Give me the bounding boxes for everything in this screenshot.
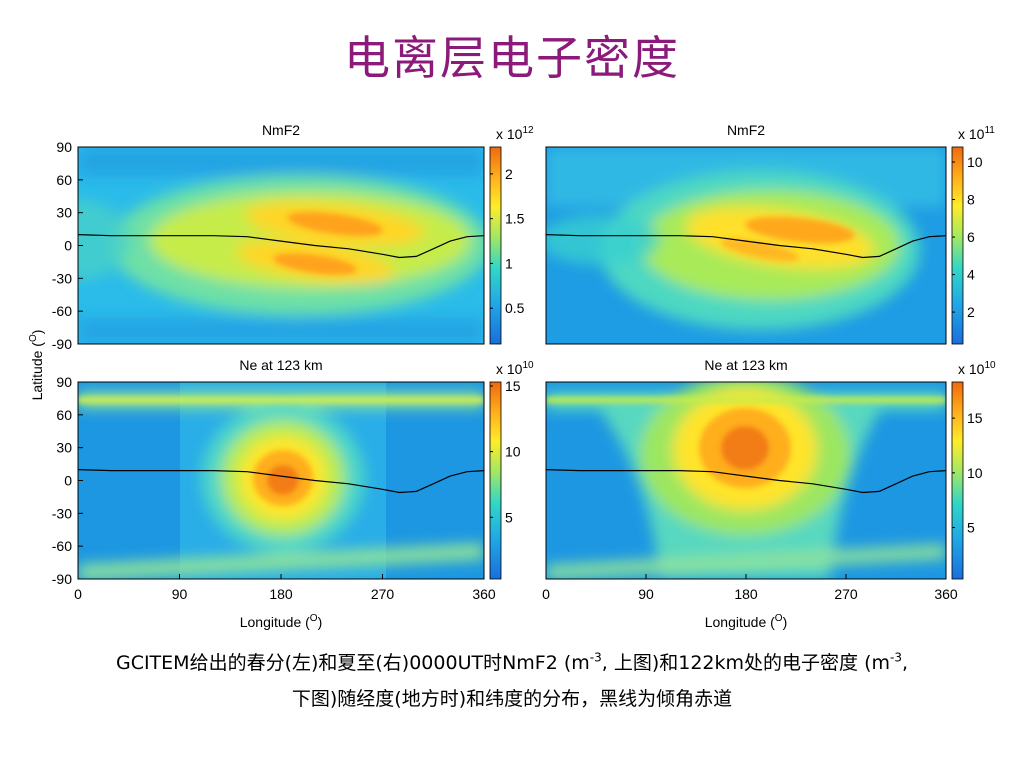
colorbar-exponent: x 1012 xyxy=(496,125,534,142)
dip-equator-line xyxy=(78,234,484,259)
colorbar-tick-label: 8 xyxy=(967,192,975,208)
x-tick-label: 180 xyxy=(269,586,293,602)
colorbar-tick-label: 1.5 xyxy=(505,211,525,227)
colorbar-tick-label: 1 xyxy=(505,255,513,271)
caption-line-2: 下图)随经度(地方时)和纬度的分布，黑线为倾角赤道 xyxy=(291,688,733,710)
colorbar-ticks: 5 10 15 xyxy=(490,378,521,525)
x-axis-label: Longitude (O) xyxy=(705,613,788,630)
x-tick-label: 0 xyxy=(74,586,82,602)
x-tick-label: 90 xyxy=(638,586,654,602)
x-tick-label: 270 xyxy=(371,586,395,602)
y-tick-labels: 90 60 30 0 -30 -60 -90 xyxy=(52,374,83,587)
y-tick-label: -60 xyxy=(52,303,72,319)
caption-line-1: GCITEM给出的春分(左)和夏至(右)0000UT时NmF2 (m-3, 上图… xyxy=(115,650,909,674)
x-tick-label: 270 xyxy=(834,586,858,602)
colorbar-tick-label: 2 xyxy=(505,166,513,182)
y-tick-label: 30 xyxy=(56,440,72,456)
slide-title: 电离层电子密度 xyxy=(344,31,680,85)
y-tick-label: 0 xyxy=(64,238,72,254)
y-axis-label: Latitude (O) xyxy=(28,330,45,401)
colorbar-tick-label: 10 xyxy=(967,465,983,481)
colorbar-tick-label: 4 xyxy=(967,267,975,283)
dip-equator-line xyxy=(546,469,946,494)
colorbar-tick-label: 6 xyxy=(967,229,975,245)
y-tick-label: -30 xyxy=(52,270,72,286)
colorbar-tick-label: 5 xyxy=(967,520,975,536)
y-tick-label: -30 xyxy=(52,505,72,521)
colorbar xyxy=(951,381,964,580)
colorbar-tick-label: 5 xyxy=(505,509,513,525)
colorbar-exponent: x 1011 xyxy=(958,125,995,142)
y-tick-label: 60 xyxy=(56,407,72,423)
x-tick-labels: 0 90 180 270 360 xyxy=(542,574,958,602)
colorbar-ticks: 0.5 1 1.5 2 xyxy=(490,166,525,316)
y-tick-label: 0 xyxy=(64,473,72,489)
dip-equator-line xyxy=(546,234,946,259)
y-tick-label: -90 xyxy=(52,571,72,587)
x-tick-labels: 0 90 180 270 360 xyxy=(74,574,496,602)
panel-title: Ne at 123 km xyxy=(704,357,787,373)
y-tick-label: 60 xyxy=(56,172,72,188)
colorbar xyxy=(489,146,502,345)
y-tick-label: -60 xyxy=(52,538,72,554)
colorbar-tick-label: 15 xyxy=(505,378,521,394)
panel-title: Ne at 123 km xyxy=(239,357,322,373)
panel-bottom-left: Ne at 123 km 90 60 30 0 -30 -60 -90 0 90 180 270 3… xyxy=(52,357,534,630)
panel-bottom-right: Ne at 123 km 0 90 180 270 360 5 10 15 x 1010 L… xyxy=(542,357,996,630)
plot-frame xyxy=(545,146,947,345)
y-tick-label: 30 xyxy=(56,205,72,221)
colorbar-tick-label: 0.5 xyxy=(505,300,525,316)
colorbar-tick-label: 10 xyxy=(505,444,521,460)
panel-top-left: NmF2 90 60 30 0 -30 -60 -90 0.5 1 1.5 2 x 1012 xyxy=(52,122,534,352)
y-tick-label: -90 xyxy=(52,336,72,352)
x-tick-label: 180 xyxy=(734,586,758,602)
colorbar-tick-label: 15 xyxy=(967,410,983,426)
x-axis-label: Longitude (O) xyxy=(240,613,323,630)
colorbar-ticks: 2 4 6 8 10 xyxy=(952,154,983,320)
y-tick-label: 90 xyxy=(56,139,72,155)
colorbar-tick-label: 10 xyxy=(967,154,983,170)
y-tick-label: 90 xyxy=(56,374,72,390)
x-tick-label: 90 xyxy=(172,586,188,602)
dip-equator-line xyxy=(78,469,484,494)
panel-top-right: NmF2 2 4 6 8 10 x 1011 xyxy=(545,122,995,345)
x-tick-label: 0 xyxy=(542,586,550,602)
colorbar xyxy=(951,146,964,345)
x-tick-label: 360 xyxy=(934,586,958,602)
colorbar-tick-label: 2 xyxy=(967,304,975,320)
colorbar-ticks: 5 10 15 xyxy=(952,410,983,536)
y-tick-labels: 90 60 30 0 -30 -60 -90 xyxy=(52,139,83,352)
x-tick-label: 360 xyxy=(472,586,496,602)
colorbar-exponent: x 1010 xyxy=(958,360,996,377)
colorbar xyxy=(489,381,502,580)
panel-title: NmF2 xyxy=(262,122,300,138)
panel-title: NmF2 xyxy=(727,122,765,138)
colorbar-exponent: x 1010 xyxy=(496,360,534,377)
